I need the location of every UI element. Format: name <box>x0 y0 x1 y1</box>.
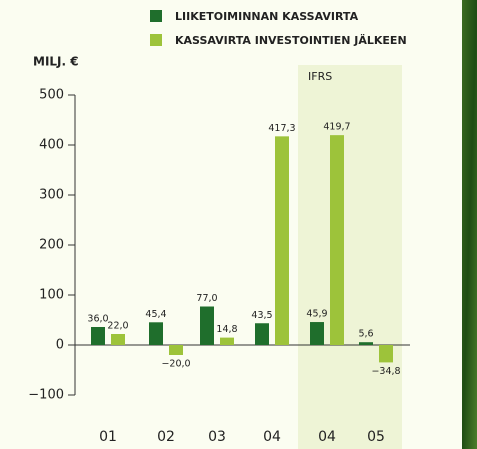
y-tick-label: 200 <box>39 238 64 253</box>
y-tick-label: 400 <box>39 138 64 153</box>
bar <box>379 345 393 362</box>
value-label: 419,7 <box>323 122 350 133</box>
y-tick-label: 0 <box>56 338 64 353</box>
legend-label: KASSAVIRTA INVESTOINTIEN JÄLKEEN <box>175 33 407 47</box>
value-label: −20,0 <box>161 359 190 370</box>
value-label: 45,9 <box>306 309 327 320</box>
value-label: 43,5 <box>251 310 272 321</box>
bar <box>359 342 373 345</box>
x-tick-label: 05 <box>367 429 385 445</box>
x-tick-label: 04 <box>318 429 336 445</box>
annotation: IFRS <box>308 70 332 83</box>
value-label: 77,0 <box>196 293 217 304</box>
side-strip <box>462 0 477 449</box>
x-tick-label: 02 <box>157 429 175 445</box>
unit-label: MILJ. € <box>33 55 79 69</box>
bar <box>200 307 214 346</box>
y-tick-label: 300 <box>39 188 64 203</box>
x-tick-label: 04 <box>263 429 281 445</box>
legend-swatch <box>150 34 162 46</box>
y-tick-label: 500 <box>39 88 64 103</box>
bar <box>255 323 269 345</box>
bar <box>275 136 289 345</box>
chart: IFRS MILJ. € −100 0 100 200 300 400 500 LIIKETO… <box>0 0 477 449</box>
value-label: 5,6 <box>358 329 373 340</box>
bar <box>169 345 183 355</box>
x-tick-label: 01 <box>99 429 117 445</box>
x-tick-label: 03 <box>208 429 226 445</box>
bar <box>220 338 234 345</box>
legend-label: LIIKETOIMINNAN KASSAVIRTA <box>175 10 359 23</box>
bar <box>330 135 344 345</box>
bar <box>149 322 163 345</box>
value-label: 45,4 <box>145 309 166 320</box>
bar <box>91 327 105 345</box>
value-label: −34,8 <box>371 366 400 377</box>
value-label: 14,8 <box>216 324 237 335</box>
value-label: 417,3 <box>268 123 295 134</box>
bar <box>111 334 125 345</box>
y-tick-label: −100 <box>28 388 64 403</box>
bar <box>310 322 324 345</box>
legend-swatch <box>150 10 162 22</box>
y-tick-label: 100 <box>39 288 64 303</box>
value-label: 22,0 <box>107 321 128 332</box>
value-label: 36,0 <box>87 314 108 325</box>
